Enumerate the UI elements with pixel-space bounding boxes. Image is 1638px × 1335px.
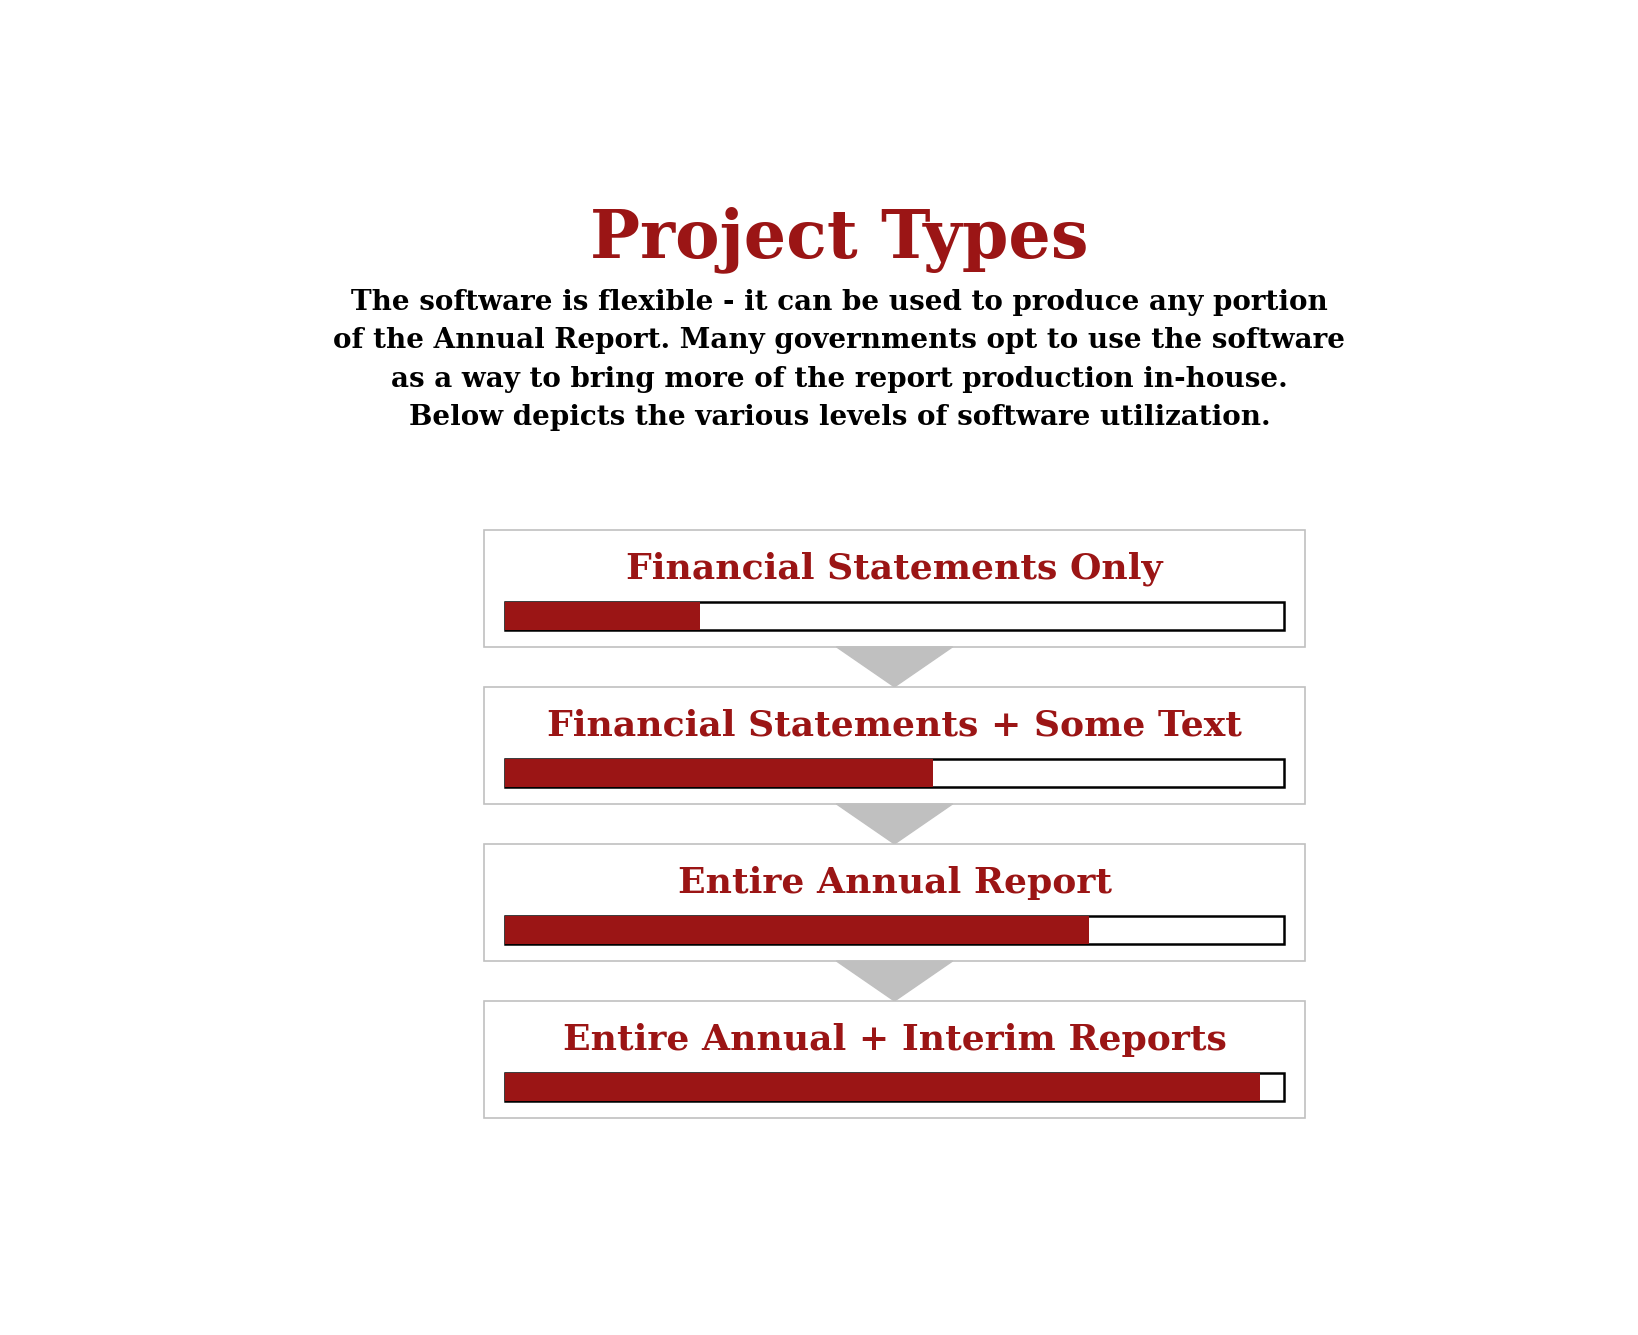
FancyBboxPatch shape <box>483 688 1305 804</box>
FancyBboxPatch shape <box>483 844 1305 961</box>
Text: Project Types: Project Types <box>590 207 1089 274</box>
Bar <box>506 916 1089 944</box>
Bar <box>506 1073 1284 1101</box>
Text: Entire Annual + Interim Reports: Entire Annual + Interim Reports <box>562 1023 1227 1057</box>
Text: Financial Statements Only: Financial Statements Only <box>626 551 1163 586</box>
Text: Financial Statements + Some Text: Financial Statements + Some Text <box>547 709 1242 742</box>
Text: Entire Annual Report: Entire Annual Report <box>678 865 1112 900</box>
Bar <box>506 916 1284 944</box>
Polygon shape <box>837 804 953 844</box>
Polygon shape <box>837 961 953 1001</box>
Bar <box>506 602 699 630</box>
Bar <box>506 1073 1260 1101</box>
Bar <box>506 760 1284 786</box>
FancyBboxPatch shape <box>483 530 1305 647</box>
Bar <box>506 602 1284 630</box>
Bar <box>506 760 934 786</box>
Text: The software is flexible - it can be used to produce any portion
of the Annual R: The software is flexible - it can be use… <box>334 288 1345 431</box>
Polygon shape <box>837 647 953 688</box>
FancyBboxPatch shape <box>483 1001 1305 1119</box>
